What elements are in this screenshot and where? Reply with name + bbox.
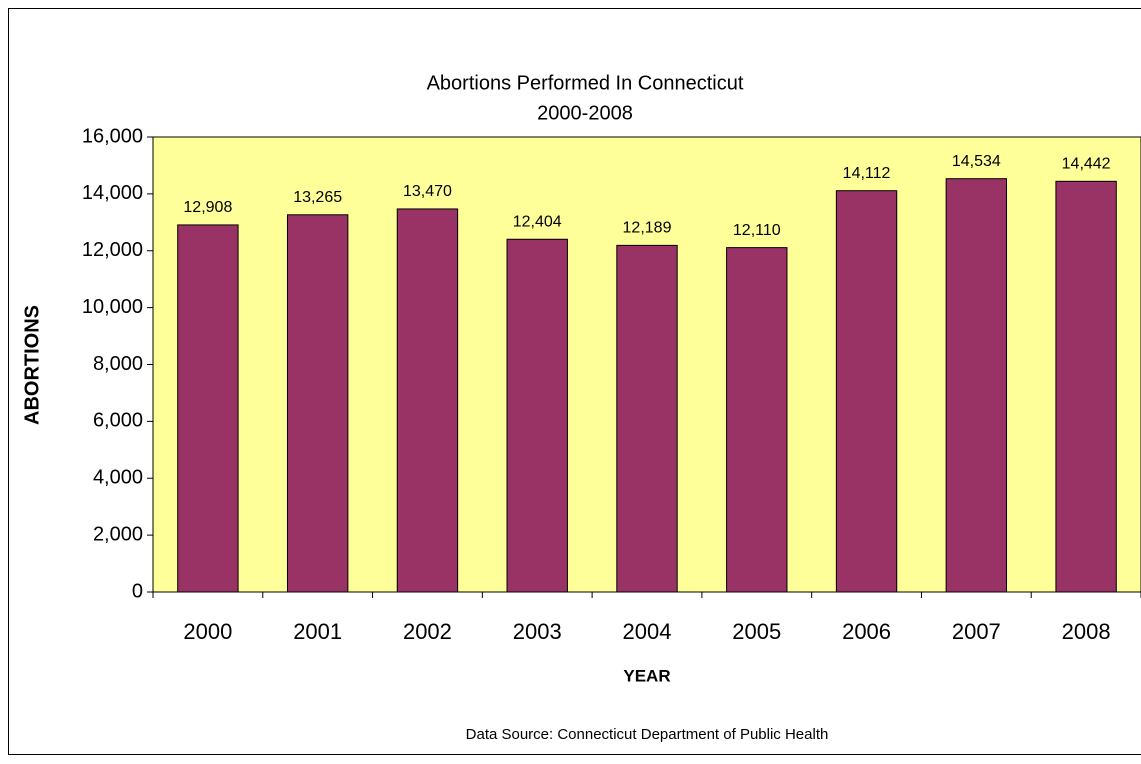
bar [945, 178, 1008, 593]
x-tick-label: 2000 [183, 619, 232, 644]
bar [506, 238, 568, 593]
y-axis-label: ABORTIONS [21, 305, 43, 425]
y-tick-label: 8,000 [93, 353, 143, 375]
bar [1055, 180, 1117, 593]
data-label: 14,442 [1062, 156, 1111, 173]
data-label: 12,908 [183, 199, 232, 216]
data-label: 12,404 [513, 213, 562, 230]
data-label: 12,189 [623, 220, 672, 237]
y-tick-label: 2,000 [93, 523, 143, 545]
data-label: 13,265 [293, 189, 342, 206]
y-tick-label: 4,000 [93, 467, 143, 489]
y-tick-label: 10,000 [82, 296, 143, 318]
y-tick-label: 16,000 [82, 125, 143, 147]
data-label: 13,470 [403, 183, 452, 200]
x-tick-label: 2004 [623, 619, 672, 644]
x-tick-label: 2006 [842, 619, 891, 644]
bar [177, 224, 239, 593]
data-label: 14,534 [952, 153, 1001, 170]
chart-title: Abortions Performed In Connecticut [427, 72, 744, 94]
data-label: 12,110 [733, 222, 781, 239]
bar [396, 208, 459, 593]
y-tick-label: 6,000 [93, 410, 143, 432]
bar [726, 247, 788, 593]
y-tick-label: 0 [132, 580, 143, 602]
y-tick-label: 14,000 [82, 182, 143, 204]
bar [286, 214, 349, 593]
x-tick-label: 2003 [513, 619, 562, 644]
x-tick-label: 2007 [952, 619, 1001, 644]
data-label: 14,112 [843, 165, 891, 182]
source-note: Data Source: Connecticut Department of P… [466, 726, 829, 743]
y-tick-label: 12,000 [82, 239, 143, 261]
x-tick-label: 2002 [403, 619, 452, 644]
chart-subtitle: 2000-2008 [537, 102, 633, 124]
x-tick-label: 2008 [1062, 619, 1111, 644]
bar [616, 244, 678, 593]
x-tick-label: 2001 [293, 619, 342, 644]
bar [835, 190, 898, 593]
x-axis-label: YEAR [623, 666, 670, 685]
x-tick-label: 2005 [732, 619, 781, 644]
